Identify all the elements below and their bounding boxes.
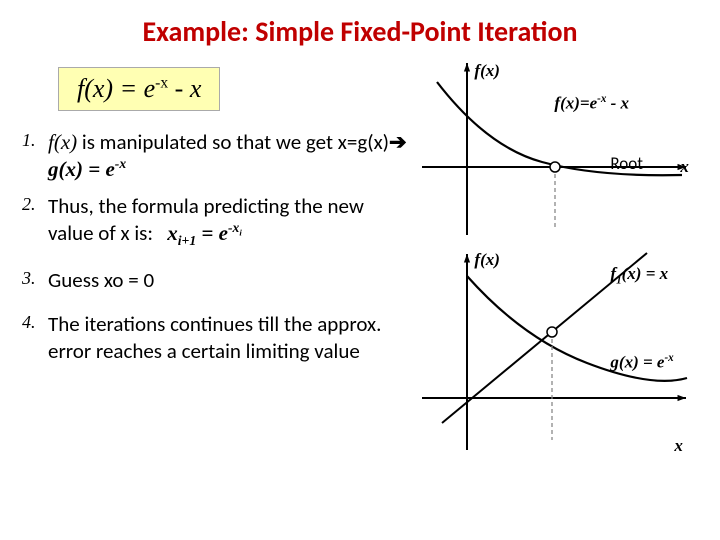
- content-row: f(x) = e-x - x 1. f(x) is manipulated so …: [0, 57, 720, 478]
- chart1-eqn-label: f(x)=e-x - x: [554, 93, 629, 114]
- steps-list: 1. f(x) is manipulated so that we get x=g…: [18, 129, 412, 364]
- step-3: 3. Guess xo = 0: [22, 267, 412, 293]
- left-column: f(x) = e-x - x 1. f(x) is manipulated so …: [18, 57, 412, 478]
- step-1-num: 1.: [22, 129, 36, 152]
- step-1: 1. f(x) is manipulated so that we get x=g…: [22, 129, 412, 183]
- chart-gx: f(x) f1(x) = x g(x) = e-x x: [412, 248, 692, 478]
- step-3-text: Guess xo = 0: [48, 267, 154, 293]
- chart2-f1-label: f1(x) = x: [610, 264, 668, 286]
- chart2-yaxis-label: f(x): [474, 250, 499, 270]
- chart-fx-svg: [412, 57, 692, 242]
- step-1-text: f(x) is manipulated so that we get x=g(x…: [48, 129, 407, 182]
- chart1-xaxis-label: x: [680, 157, 689, 177]
- step-4-num: 4.: [22, 311, 36, 334]
- step-2: 2. Thus, the formula predicting the new v…: [22, 193, 412, 250]
- step-4-text: The iterations continues till the approx…: [48, 311, 381, 363]
- chart-fx: f(x) f(x)=e-x - x Root x: [412, 57, 692, 242]
- step-4: 4. The iterations continues till the appr…: [22, 311, 412, 364]
- chart2-xaxis-label: x: [674, 436, 683, 456]
- main-equation: f(x) = e-x - x: [58, 67, 220, 111]
- step-2-num: 2.: [22, 193, 36, 216]
- step-3-num: 3.: [22, 267, 36, 290]
- slide-title: Example: Simple Fixed-Point Iteration: [0, 0, 720, 57]
- step-2-text: Thus, the formula predicting the new val…: [48, 193, 364, 246]
- chart1-root-label: Root: [610, 153, 643, 174]
- chart2-g-label: g(x) = e-x: [610, 352, 673, 373]
- right-column: f(x) f(x)=e-x - x Root x f(x) f1(x) = x …: [412, 57, 702, 478]
- chart1-yaxis-label: f(x): [474, 61, 499, 81]
